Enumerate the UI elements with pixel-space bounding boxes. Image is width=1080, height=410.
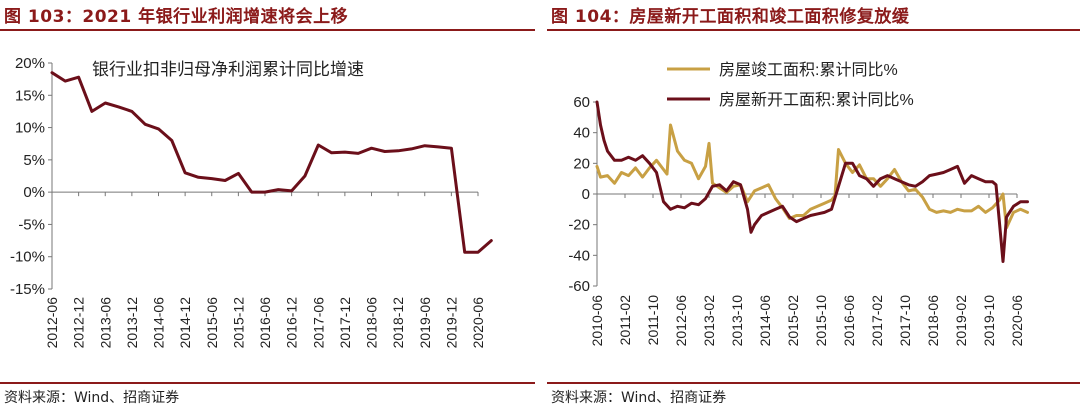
y-tick-label: 40: [573, 125, 590, 142]
x-tick-label: 2018-12: [390, 297, 406, 349]
x-tick-label: 2018-06: [364, 297, 380, 349]
x-tick-label: 2015-10: [813, 295, 829, 347]
y-tick-label: -40: [568, 247, 590, 264]
x-tick-label: 2016-12: [284, 297, 300, 349]
x-tick-label: 2017-10: [897, 295, 913, 347]
x-tick-label: 2013-06: [97, 297, 113, 349]
x-tick-label: 2013-02: [701, 295, 717, 347]
x-tick-label: 2014-06: [757, 295, 773, 347]
x-tick-label: 2015-02: [785, 295, 801, 347]
right-figure-title: 图 104：房屋新开工面积和竣工面积修复放缓: [551, 7, 910, 27]
x-tick-label: 2017-06: [310, 297, 326, 349]
x-tick-label: 2019-12: [443, 297, 459, 349]
y-tick-label: -20: [568, 217, 590, 234]
y-tick-label: 0%: [23, 184, 45, 201]
y-tick-label: -5%: [18, 216, 45, 233]
x-tick-label: 2019-02: [953, 295, 969, 347]
right-source-rule: [547, 382, 1080, 384]
x-tick-label: 2019-10: [981, 295, 997, 347]
y-tick-label: -15%: [10, 281, 45, 298]
left-title-rule: [0, 29, 535, 31]
x-tick-label: 2018-06: [925, 295, 941, 347]
x-tick-label: 2011-10: [645, 295, 661, 346]
left-source-rule: [0, 382, 535, 384]
x-tick-label: 2013-12: [124, 297, 140, 349]
y-tick-label: 20: [573, 155, 590, 172]
legend-label-1: 房屋竣工面积:累计同比%: [719, 61, 898, 79]
x-tick-label: 2015-12: [230, 297, 246, 349]
left-source-note: 资料来源：Wind、招商证券: [4, 390, 180, 406]
x-tick-label: 2014-06: [151, 297, 167, 349]
x-tick-label: 2012-06: [673, 295, 689, 347]
series-line-1: [50, 71, 493, 254]
x-tick-label: 2017-02: [869, 295, 885, 347]
x-tick-label: 2016-06: [841, 295, 857, 347]
left-figure-title: 图 103：2021 年银行业利润增速将会上移: [4, 7, 349, 27]
right-source-note: 资料来源：Wind、招商证券: [551, 390, 727, 406]
y-tick-label: -60: [568, 278, 590, 295]
chart-annotation: 银行业扣非归母净利润累计同比增速: [92, 60, 364, 79]
x-tick-label: 2020-06: [470, 297, 486, 349]
x-tick-label: 2015-06: [204, 297, 220, 349]
right-title-rule: [547, 29, 1080, 31]
x-tick-label: 2010-06: [589, 295, 605, 347]
left-figure-panel: 图 103：2021 年银行业利润增速将会上移 -15% -10% -5% 0% 5% 1…: [0, 0, 535, 410]
y-tick-label: 15%: [15, 87, 45, 104]
right-line-chart: -60 -40 -20 0 20 40 60 2010-06 2011-02 2011-10 201…: [568, 61, 1029, 347]
x-tick-label: 2012-06: [44, 297, 60, 349]
left-line-chart: -15% -10% -5% 0% 5% 10% 15% 20% 2012-06 2012-12 20…: [10, 55, 493, 349]
y-tick-label: 0: [582, 186, 590, 203]
legend-label-2: 房屋新开工面积:累计同比%: [719, 91, 914, 109]
series-line-1: [595, 123, 1029, 230]
x-tick-label: 2014-12: [177, 297, 193, 349]
x-tick-label: 2020-06: [1009, 295, 1025, 347]
x-tick-label: 2017-12: [337, 297, 353, 349]
x-tick-label: 2011-02: [617, 295, 633, 346]
right-figure-panel: 图 104：房屋新开工面积和竣工面积修复放缓 -60 -40 -20 0 20 40 60 2…: [547, 0, 1080, 410]
x-tick-label: 2012-12: [71, 297, 87, 349]
y-tick-label: 60: [573, 94, 590, 111]
x-tick-label: 2019-06: [417, 297, 433, 349]
y-tick-label: 5%: [23, 152, 45, 169]
x-tick-label: 2016-06: [257, 297, 273, 349]
y-tick-label: 20%: [15, 55, 45, 72]
x-tick-label: 2013-10: [729, 295, 745, 347]
series-line-2: [595, 100, 1029, 263]
y-tick-label: -10%: [10, 249, 45, 266]
y-tick-label: 10%: [15, 120, 45, 137]
